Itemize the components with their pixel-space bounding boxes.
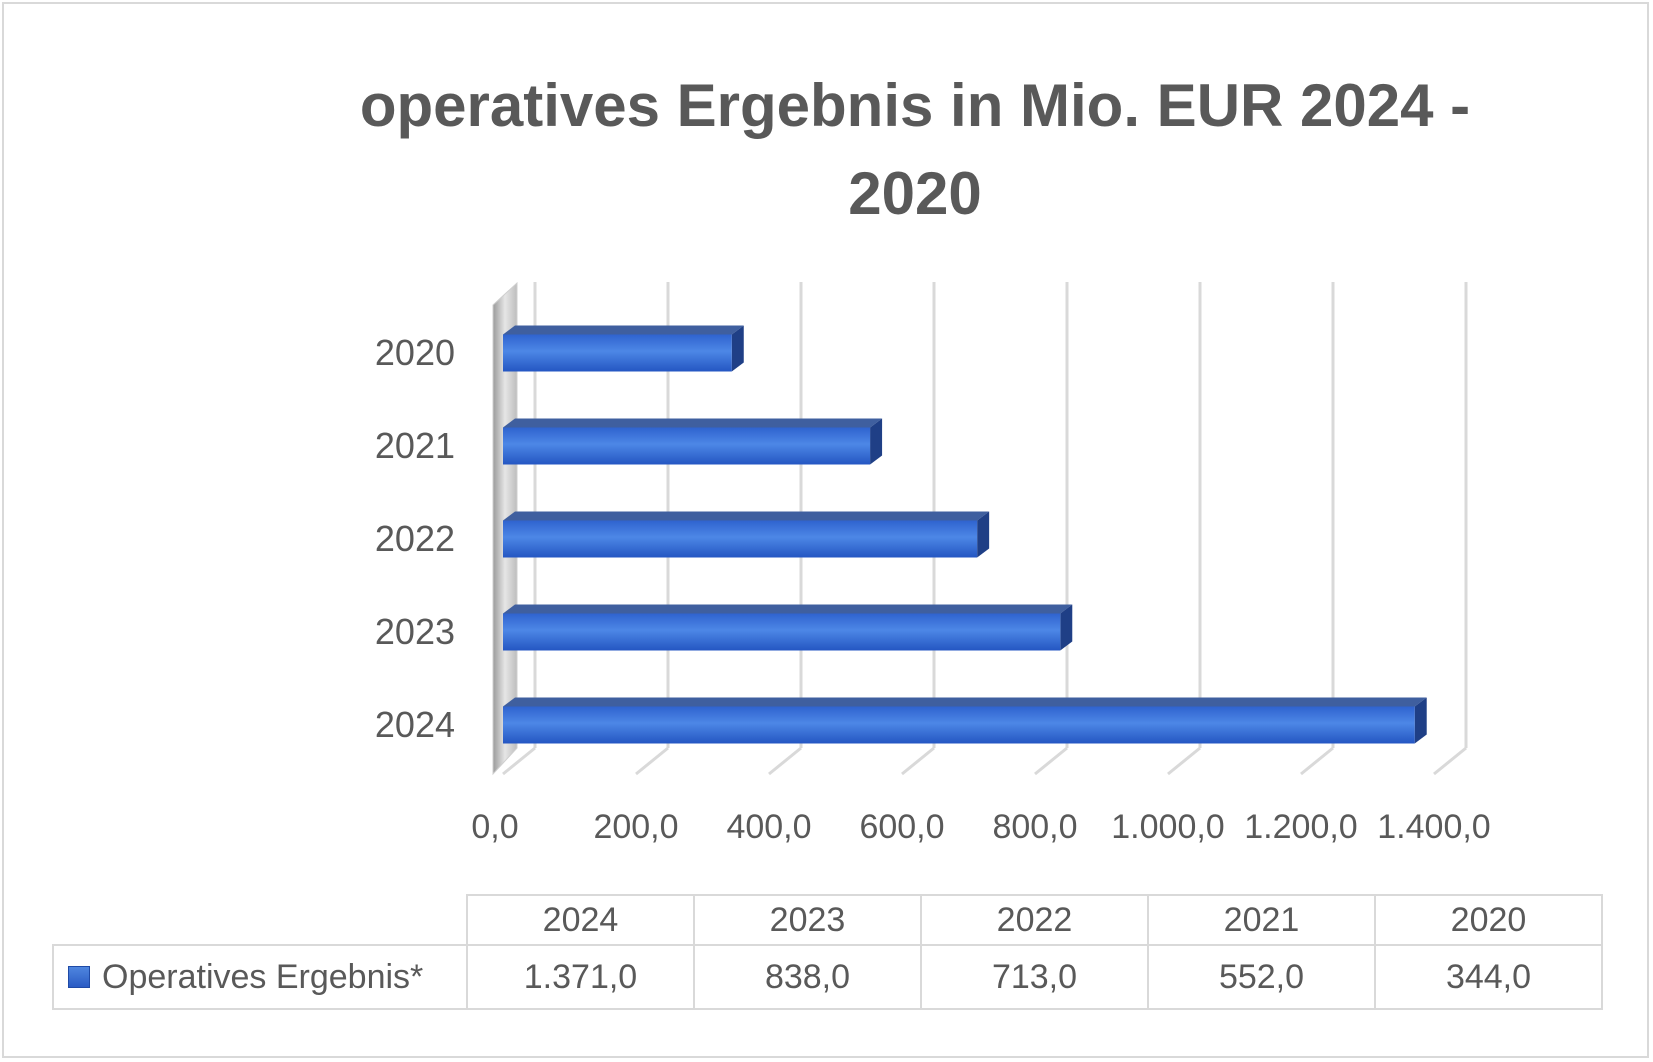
table-value-cell: 1.371,0 (466, 944, 695, 1010)
y-tick-label: 2021 (375, 425, 455, 466)
bar-side-face (1414, 697, 1427, 744)
bar-side-face (1060, 604, 1073, 651)
bar (503, 427, 871, 465)
table-value-cell: 838,0 (693, 944, 922, 1010)
table-header-cell: 2020 (1374, 894, 1603, 946)
floor-grid-line (1034, 746, 1068, 776)
y-tick-label: 2020 (375, 332, 455, 373)
floor-grid-line (768, 746, 802, 776)
x-tick-label: 400,0 (726, 808, 811, 846)
floor-grid-line (901, 746, 935, 776)
chart-title: operatives Ergebnis in Mio. EUR 2024 - 2… (359, 72, 1471, 227)
floor-grid-line (635, 746, 669, 776)
floor-grid-line (502, 746, 536, 776)
bar-top-face (503, 325, 744, 335)
table-value-cell: 344,0 (1374, 944, 1603, 1010)
bar-top-face (503, 604, 1073, 614)
x-tick-label: 200,0 (593, 808, 678, 846)
floor-grid-line (1167, 746, 1201, 776)
bar-top-face (503, 418, 883, 428)
y-tick-label: 2024 (375, 704, 455, 745)
x-tick-label: 1.000,0 (1111, 808, 1224, 846)
bar-side-face (731, 325, 744, 372)
table-header-cell: 2022 (920, 894, 1149, 946)
x-tick-label: 0,0 (471, 808, 518, 846)
bar-side-face (977, 511, 990, 558)
x-tick-label: 1.200,0 (1244, 808, 1357, 846)
bar (503, 613, 1061, 651)
bar (503, 334, 732, 372)
x-tick-label: 1.400,0 (1377, 808, 1490, 846)
table-value-cell: 713,0 (920, 944, 1149, 1010)
y-tick-label: 2022 (375, 518, 455, 559)
table-header-cell: 2024 (466, 894, 695, 946)
legend-label: Operatives Ergebnis* (102, 957, 424, 996)
x-tick-label: 600,0 (859, 808, 944, 846)
y-tick-label: 2023 (375, 611, 455, 652)
table-value-cell: 552,0 (1147, 944, 1376, 1010)
bar-top-face (503, 697, 1427, 707)
table-legend-cell: Operatives Ergebnis* (52, 944, 468, 1010)
floor-grid-line (1433, 746, 1467, 776)
table-header-cell: 2023 (693, 894, 922, 946)
floor-grid-line (1300, 746, 1334, 776)
x-tick-label: 800,0 (992, 808, 1077, 846)
bar-top-face (503, 511, 990, 521)
table-header-cell: 2021 (1147, 894, 1376, 946)
bar (503, 520, 978, 558)
bar (503, 706, 1415, 744)
bar-side-face (870, 418, 883, 465)
legend-swatch (68, 966, 90, 988)
